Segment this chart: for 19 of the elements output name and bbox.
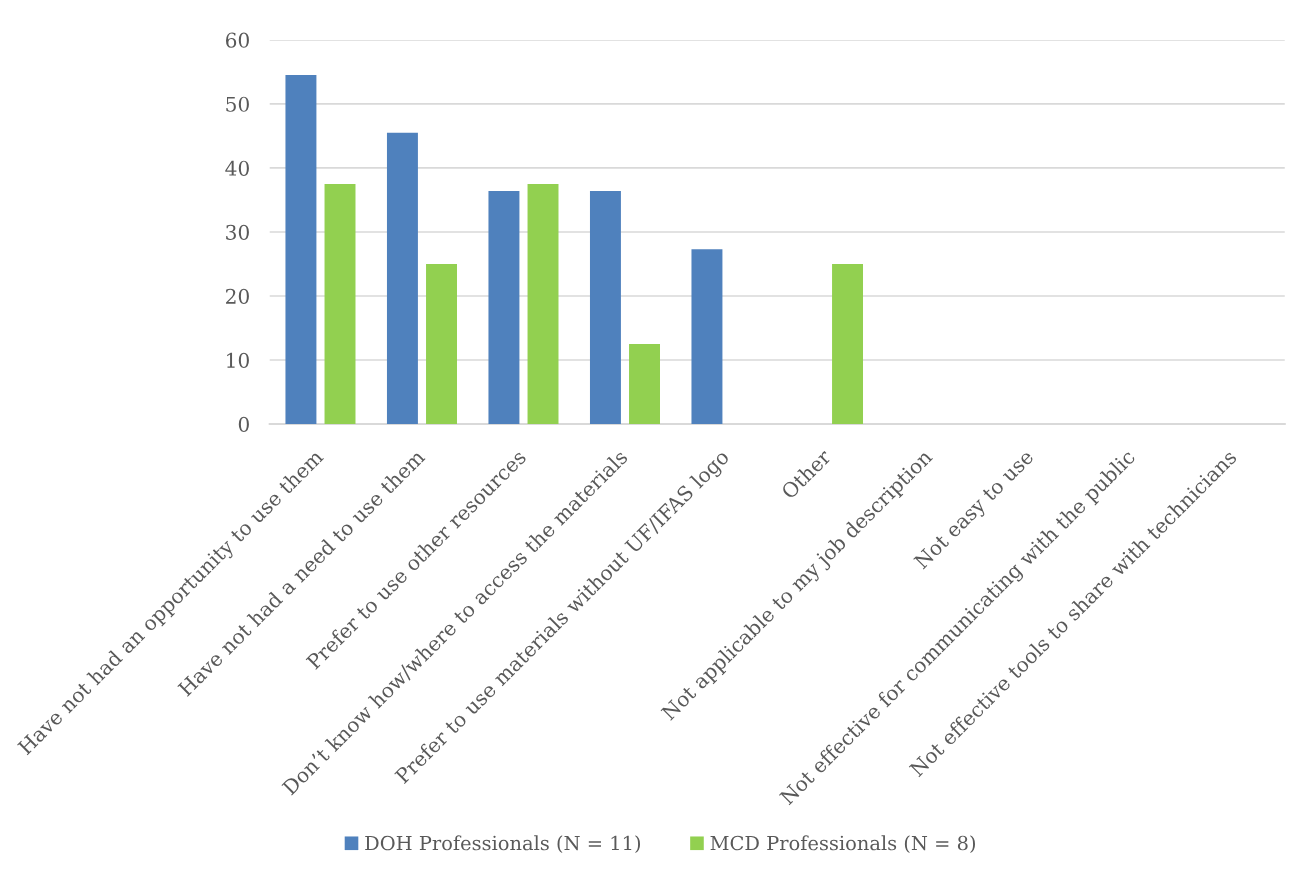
bar — [285, 75, 317, 425]
bar — [691, 249, 723, 425]
y-tick-label: 60 — [226, 32, 249, 48]
bar — [832, 263, 864, 425]
y-tick-label: 50 — [226, 96, 249, 112]
legend-label: MCD Professionals (N = 8) — [710, 835, 976, 854]
bar — [527, 183, 559, 425]
y-tick-label: 30 — [226, 224, 249, 240]
bar — [426, 263, 457, 425]
bar — [589, 190, 621, 425]
y-tick-label: 0 — [238, 416, 249, 432]
y-tick-label: 20 — [226, 288, 249, 304]
legend-label: DOH Professionals (N = 11) — [365, 835, 641, 854]
bar — [629, 344, 660, 425]
bar — [488, 190, 520, 425]
bar — [324, 183, 356, 425]
bar — [386, 132, 418, 425]
y-tick-label: 40 — [225, 160, 249, 176]
y-tick-label: 10 — [227, 352, 249, 368]
